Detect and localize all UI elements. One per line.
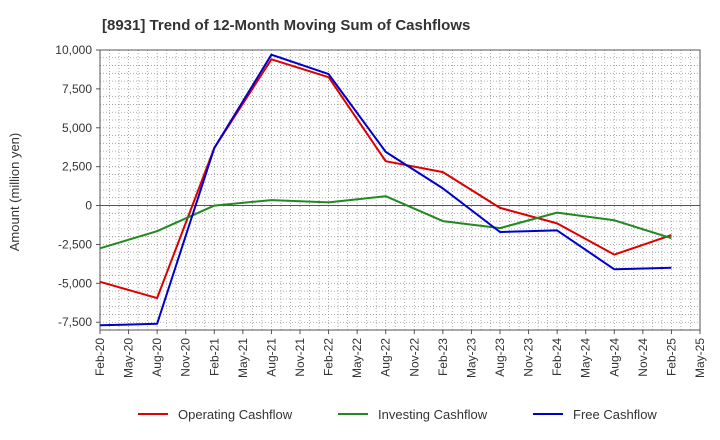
legend-label-free-cashflow: Free Cashflow [573, 407, 657, 422]
y-tick-label: -5,000 [58, 276, 92, 290]
y-tick-label: -2,500 [58, 237, 92, 251]
legend: Operating Cashflow Investing Cashflow Free… [138, 407, 657, 422]
x-tick-label: Nov-22 [407, 338, 421, 377]
x-tick-label: Aug-20 [150, 338, 164, 377]
y-tick-label: -7,500 [58, 315, 92, 329]
x-tick-label: Feb-22 [322, 338, 336, 376]
x-tick-label: Aug-23 [493, 338, 507, 377]
x-tick-label: Nov-21 [293, 338, 307, 377]
x-tick-label: Nov-24 [636, 338, 650, 377]
y-tick-label: 5,000 [62, 121, 92, 135]
x-tick-label: Aug-24 [607, 338, 621, 377]
x-tick-label: Nov-20 [179, 338, 193, 377]
x-tick-label: May-21 [236, 338, 250, 378]
legend-label-investing-cashflow: Investing Cashflow [378, 407, 488, 422]
series-line-investing-cashflow [99, 195, 672, 250]
x-tick-label: May-20 [122, 338, 136, 378]
y-tick-label: 0 [85, 199, 92, 213]
x-axis-ticks: Feb-20 May-20 Aug-20 Nov-20 Feb-21 May-21 Aug-… [93, 330, 707, 378]
x-tick-label: May-25 [693, 338, 707, 378]
y-axis-label: Amount (million yen) [7, 133, 22, 252]
x-tick-label: Feb-23 [436, 338, 450, 376]
x-tick-label: Nov-23 [522, 338, 536, 377]
x-tick-label: Feb-25 [664, 338, 678, 376]
legend-label-operating-cashflow: Operating Cashflow [178, 407, 293, 422]
x-tick-label: May-24 [579, 338, 593, 378]
series-line-operating-cashflow [99, 58, 672, 300]
y-tick-label: 10,000 [55, 43, 92, 57]
series-lines [99, 53, 672, 327]
x-tick-label: May-22 [350, 338, 364, 378]
chart-title: [8931] Trend of 12-Month Moving Sum of C… [102, 17, 470, 34]
x-tick-label: Feb-21 [207, 338, 221, 376]
series-line-free-cashflow [99, 53, 672, 327]
x-tick-label: Feb-24 [550, 338, 564, 376]
grid-lines [100, 50, 700, 330]
y-tick-label: 2,500 [62, 160, 92, 174]
x-tick-label: Aug-21 [264, 338, 278, 377]
plot-frame [99, 49, 701, 331]
plot-border [99, 49, 701, 331]
y-axis-ticks: 10,000 7,500 5,000 2,500 0 -2,500 -5,000 -7,500 [55, 43, 100, 329]
x-tick-label: Feb-20 [93, 338, 107, 376]
x-tick-label: Aug-22 [379, 338, 393, 377]
y-tick-label: 7,500 [62, 82, 92, 96]
x-tick-label: May-23 [464, 338, 478, 378]
